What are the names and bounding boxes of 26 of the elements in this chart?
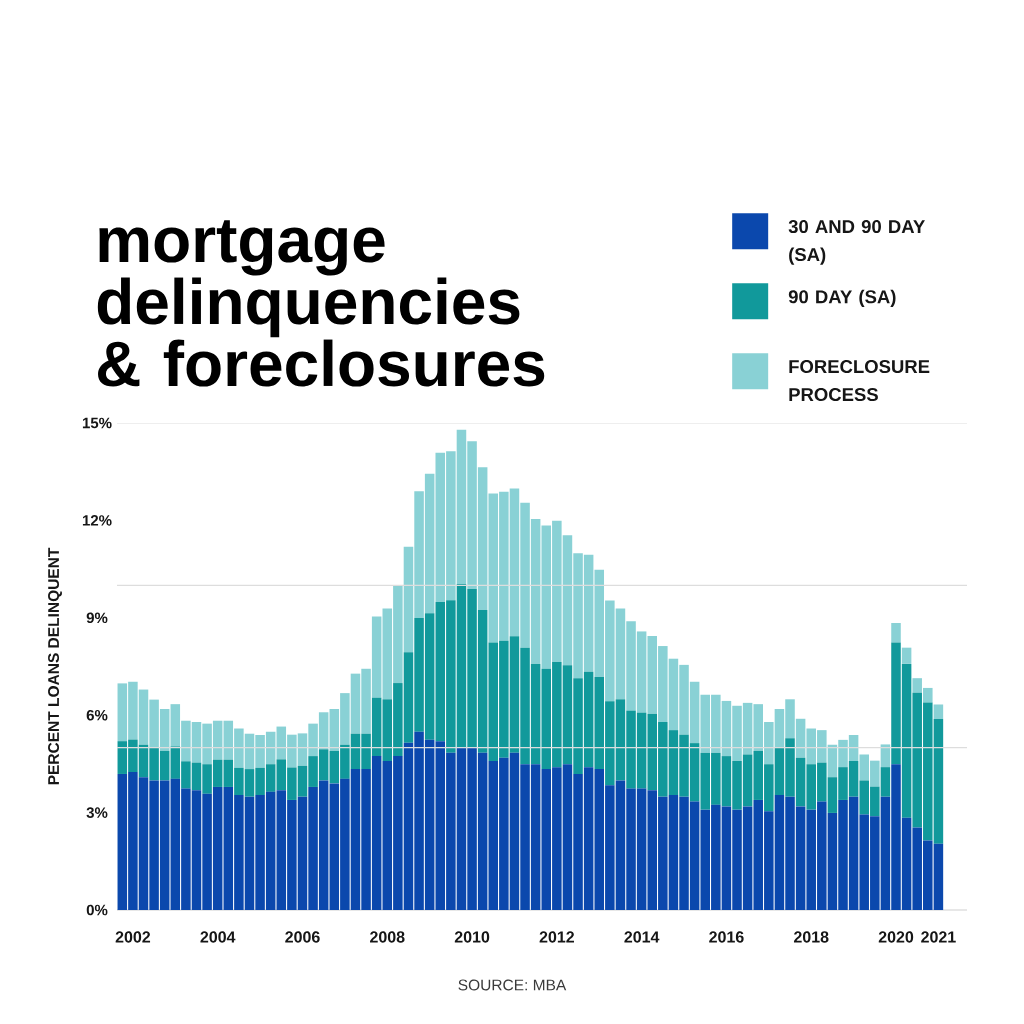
y-tick-label: 6% [86, 709, 108, 721]
x-tick-label: 2014 [624, 931, 660, 943]
chart-title: mortgage delinquencies & foreclosures [97, 220, 545, 387]
x-tick-label: 2021 [921, 931, 956, 943]
x-tick-label: 2010 [454, 931, 490, 943]
legend-label: FORECLOSURE PROCESS [789, 359, 930, 402]
x-tick-label: 2008 [370, 931, 405, 943]
legend-label: 90 DAY (SA) [788, 289, 896, 307]
x-tick-label: 2004 [200, 931, 236, 943]
bar [933, 704, 944, 720]
y-tick-label: 9% [86, 612, 108, 624]
legend-label: 30 AND 90 DAY (SA) [788, 219, 925, 265]
x-tick-label: 2002 [115, 931, 151, 943]
x-tick-label: 2006 [285, 931, 320, 943]
y-tick-label: 15% [82, 417, 112, 429]
bar [891, 622, 901, 643]
y-tick-label: 3% [86, 807, 108, 818]
x-tick-label: 2016 [709, 931, 744, 943]
y-tick-label: 0% [86, 904, 108, 916]
bar [901, 647, 912, 664]
y-axis-title: PERCENT LOANS DELINQUENT [48, 547, 62, 785]
x-tick-label: 2018 [793, 931, 829, 943]
x-tick-label: 2020 [878, 931, 914, 943]
y-tick-label: 12% [82, 515, 112, 526]
source-note: SOURCE: MBA [458, 979, 567, 991]
x-tick-label: 2012 [539, 931, 574, 943]
